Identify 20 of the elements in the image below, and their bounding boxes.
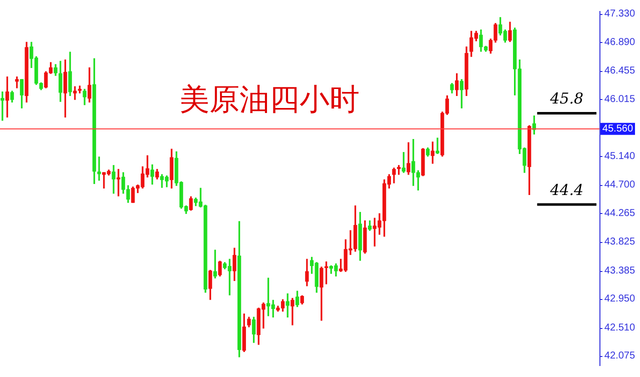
y-tick-label: 47.330 (604, 8, 636, 20)
y-tick-label: 43.825 (604, 236, 636, 248)
y-tick-label: 45.140 (604, 151, 636, 162)
candlestick (436, 138, 440, 154)
y-tick-label: 44.265 (604, 208, 636, 219)
candlestick (290, 298, 294, 326)
y-tick-label: 44.700 (604, 180, 636, 191)
candlestick (73, 86, 77, 100)
ref-line-label: 45.8 (549, 90, 584, 108)
y-tick-label: 42.075 (604, 350, 636, 362)
y-tick-label: 46.015 (604, 94, 636, 106)
y-tick-label: 42.950 (604, 294, 636, 305)
y-tick-label: 43.385 (604, 265, 636, 276)
ref-line-label: 45.560 (602, 124, 634, 135)
candlestick (116, 168, 120, 196)
text: 美原油四小时 (180, 82, 360, 118)
ref-line-label: 44.4 (549, 180, 584, 199)
y-tick-label: 46.890 (604, 37, 636, 48)
y-tick-label: 46.455 (604, 65, 636, 76)
y-tick-label: 42.510 (604, 322, 636, 334)
